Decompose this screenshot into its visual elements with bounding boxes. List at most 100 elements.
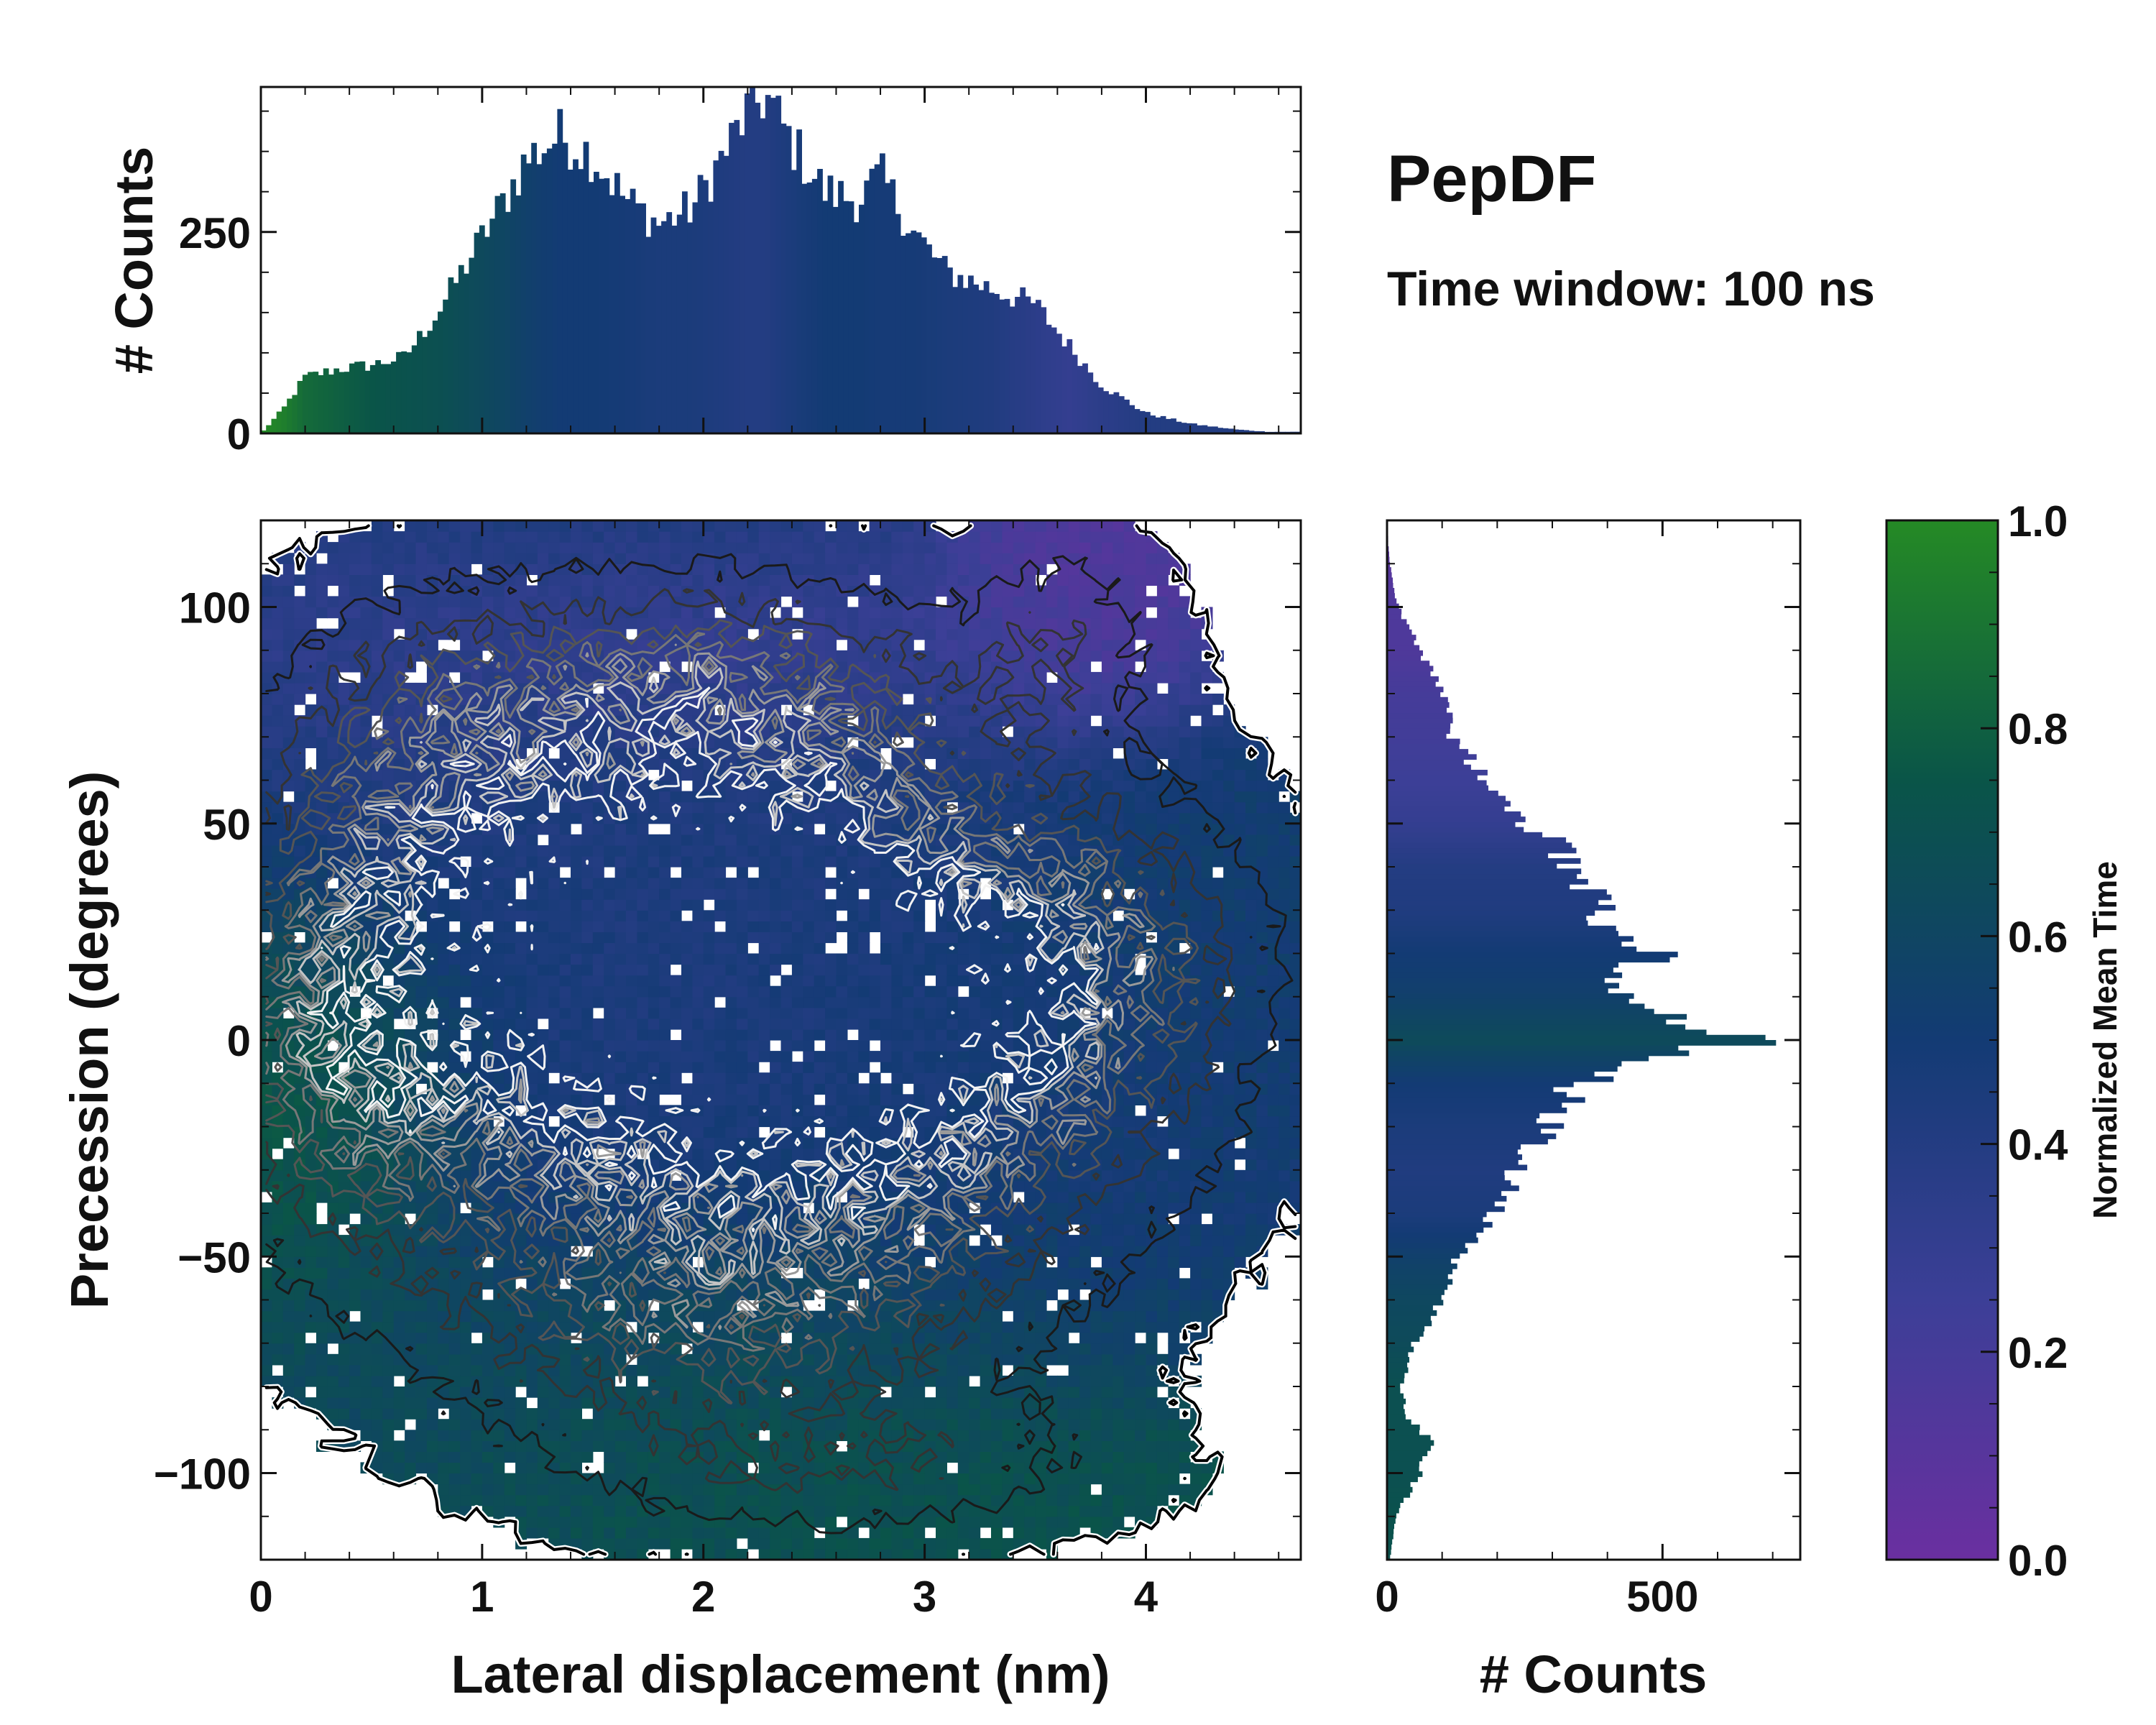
heatmap-cell xyxy=(1135,1462,1147,1474)
heatmap-cell xyxy=(880,1353,892,1366)
heatmap-cell xyxy=(703,1462,715,1474)
heatmap-cell xyxy=(1123,1408,1135,1420)
heatmap-cell xyxy=(1112,1353,1125,1366)
heatmap-cell xyxy=(936,1332,947,1344)
heatmap-cell xyxy=(825,1375,837,1387)
heatmap-cell xyxy=(780,1083,793,1095)
heatmap-cell xyxy=(460,1343,472,1355)
heatmap-cell xyxy=(814,1375,826,1387)
heatmap-cell xyxy=(1123,1224,1135,1236)
heatmap-cell xyxy=(902,1548,914,1560)
heatmap-cell xyxy=(1179,1159,1191,1171)
heatmap-cell xyxy=(869,1051,881,1062)
heatmap-cell xyxy=(637,975,649,987)
heatmap-cell xyxy=(515,985,528,998)
heatmap-cell xyxy=(382,1300,395,1312)
heatmap-cell xyxy=(1223,1180,1235,1192)
top-hist-bar xyxy=(1061,346,1067,433)
heatmap-cell xyxy=(659,1516,671,1528)
heatmap-cell xyxy=(924,1029,936,1041)
heatmap-cell xyxy=(1146,1300,1158,1312)
heatmap-cell xyxy=(847,985,859,998)
heatmap-cell xyxy=(869,1462,881,1474)
heatmap-cell xyxy=(692,1451,704,1463)
top-hist-bar xyxy=(505,211,511,433)
heatmap-cell xyxy=(681,1505,693,1517)
heatmap-cell xyxy=(1168,1419,1180,1430)
heatmap-cell xyxy=(869,1397,881,1409)
heatmap-cell xyxy=(438,1310,450,1322)
heatmap-cell xyxy=(1013,1494,1025,1506)
heatmap-cell xyxy=(1079,1332,1092,1344)
heatmap-cell xyxy=(581,964,594,976)
heatmap-cell xyxy=(438,1300,450,1312)
heatmap-cell xyxy=(581,1343,594,1355)
heatmap-cell xyxy=(980,1353,992,1366)
heatmap-cell xyxy=(770,1083,782,1095)
heatmap-cell xyxy=(1002,1353,1014,1366)
heatmap-cell xyxy=(1279,1072,1291,1084)
heatmap-cell xyxy=(736,1527,748,1539)
heatmap-cell xyxy=(327,1364,339,1376)
heatmap-cell xyxy=(1245,1191,1257,1203)
heatmap-cell xyxy=(1101,985,1113,998)
heatmap-cell xyxy=(714,975,727,987)
top-hist-bar xyxy=(1134,409,1141,433)
heatmap-cell xyxy=(714,1029,727,1041)
heatmap-cell xyxy=(791,1148,803,1160)
heatmap-cell xyxy=(836,1105,848,1117)
heatmap-cell xyxy=(438,1419,450,1430)
top-hist-bar xyxy=(338,372,345,433)
heatmap-cell xyxy=(1135,1202,1147,1214)
heatmap-cell xyxy=(880,942,892,954)
heatmap-cell xyxy=(1245,975,1257,987)
heatmap-cell xyxy=(1190,1007,1202,1019)
heatmap-cell xyxy=(736,932,748,944)
heatmap-cell xyxy=(1101,1246,1113,1257)
heatmap-cell xyxy=(936,975,947,987)
heatmap-cell xyxy=(714,1062,727,1073)
heatmap-cell xyxy=(614,985,627,998)
top-hist-bar xyxy=(671,225,678,433)
heatmap-cell xyxy=(614,1062,627,1073)
heatmap-cell xyxy=(471,1343,483,1355)
heatmap-cell xyxy=(969,1051,981,1062)
heatmap-cell xyxy=(747,1126,760,1138)
heatmap-cell xyxy=(1090,1451,1102,1463)
heatmap-cell xyxy=(936,953,947,965)
heatmap-cell xyxy=(869,975,881,987)
heatmap-cell xyxy=(714,985,727,998)
heatmap-cell xyxy=(1256,1094,1268,1105)
top-hist-bar xyxy=(744,93,750,433)
heatmap-cell xyxy=(814,1105,826,1117)
heatmap-cell xyxy=(836,1364,848,1376)
heatmap-cell xyxy=(559,1343,571,1355)
heatmap-cell xyxy=(371,1419,383,1430)
top-hist-bar xyxy=(983,281,990,433)
heatmap-cell xyxy=(294,1300,306,1312)
heatmap-cell xyxy=(614,1029,627,1041)
heatmap-cell xyxy=(581,1419,594,1430)
heatmap-cell xyxy=(1135,1224,1147,1236)
heatmap-cell xyxy=(1289,1105,1301,1117)
heatmap-cell xyxy=(936,1527,947,1539)
heatmap-cell xyxy=(460,1419,472,1430)
heatmap-cell xyxy=(626,1062,637,1073)
heatmap-cell xyxy=(382,1029,395,1041)
heatmap-cell xyxy=(1279,1180,1291,1192)
heatmap-cell xyxy=(504,1505,516,1517)
heatmap-cell xyxy=(637,1364,649,1376)
top-hist-bar xyxy=(1165,418,1171,433)
top-hist-bar xyxy=(936,258,943,433)
heatmap-cell xyxy=(626,932,637,944)
heatmap-cell xyxy=(825,1083,837,1095)
heatmap-cell xyxy=(803,1397,815,1409)
heatmap-cell xyxy=(714,1440,727,1452)
heatmap-cell xyxy=(515,1430,528,1441)
heatmap-cell xyxy=(316,1343,328,1355)
top-ytick-label: 250 xyxy=(179,209,251,257)
heatmap-cell xyxy=(902,1527,914,1539)
heatmap-cell xyxy=(936,1462,947,1474)
heatmap-cell xyxy=(758,1462,770,1474)
top-hist-bar xyxy=(313,372,319,433)
